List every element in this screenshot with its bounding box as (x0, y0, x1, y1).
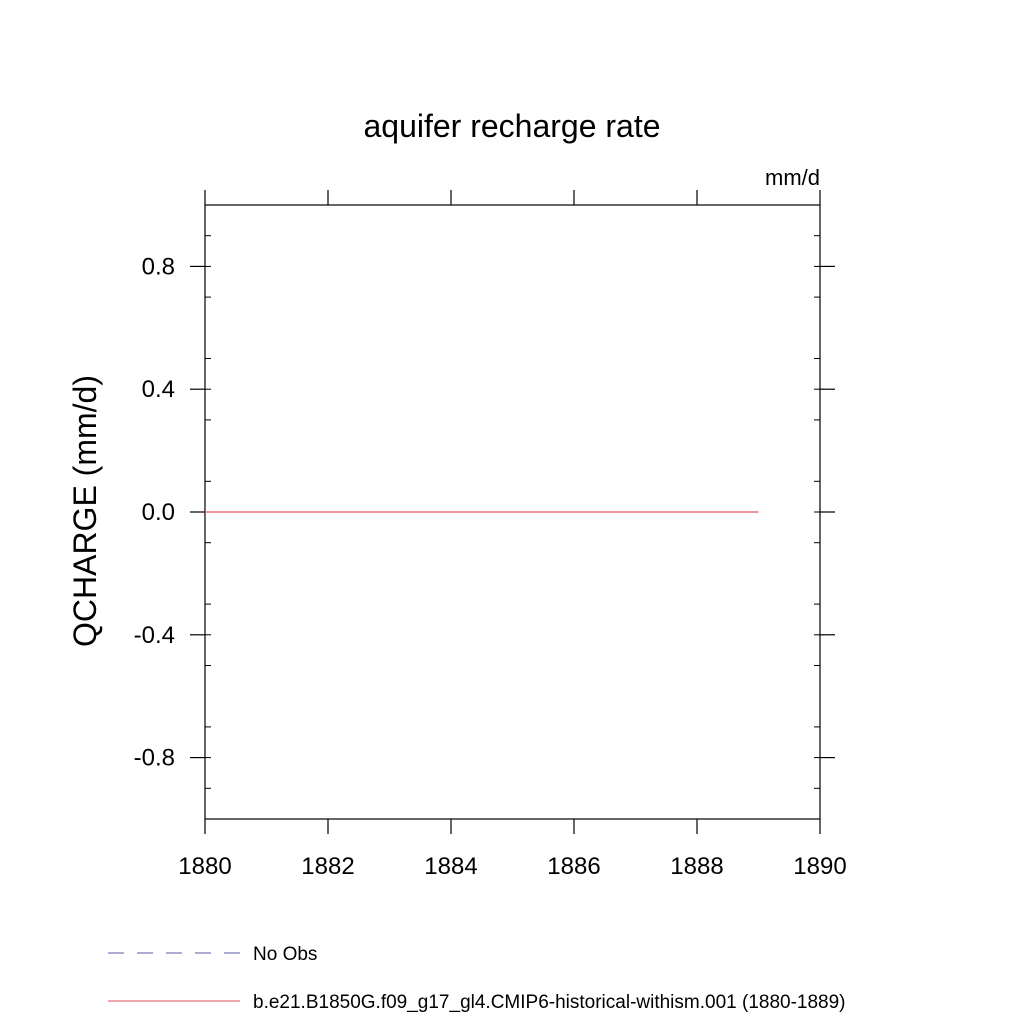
y-axis-label: QCHARGE (mm/d) (67, 375, 103, 647)
y-tick-label: -0.8 (134, 745, 175, 772)
x-tick-label: 1880 (178, 853, 231, 880)
y-tick-label: 0.8 (142, 253, 175, 280)
legend-label-no-obs: No Obs (253, 944, 317, 965)
y-tick-label: 0.0 (142, 499, 175, 526)
x-tick-label: 1882 (301, 853, 354, 880)
x-tick-label: 1890 (793, 853, 846, 880)
legend: No Obs b.e21.B1850G.f09_g17_gl4.CMIP6-hi… (108, 944, 846, 1013)
x-tick-label: 1888 (670, 853, 723, 880)
x-tick-label: 1884 (424, 853, 477, 880)
x-tick-label: 1886 (547, 853, 600, 880)
legend-label-model: b.e21.B1850G.f09_g17_gl4.CMIP6-historica… (253, 992, 846, 1013)
units-label: mm/d (765, 165, 820, 190)
y-tick-label: 0.4 (142, 376, 175, 403)
axis-tick-labels: 1880 1882 1884 1886 1888 1890 0.8 0.4 0.0 -0.4 -0.… (134, 253, 847, 880)
y-tick-label: -0.4 (134, 622, 175, 649)
chart-title: aquifer recharge rate (363, 108, 660, 144)
